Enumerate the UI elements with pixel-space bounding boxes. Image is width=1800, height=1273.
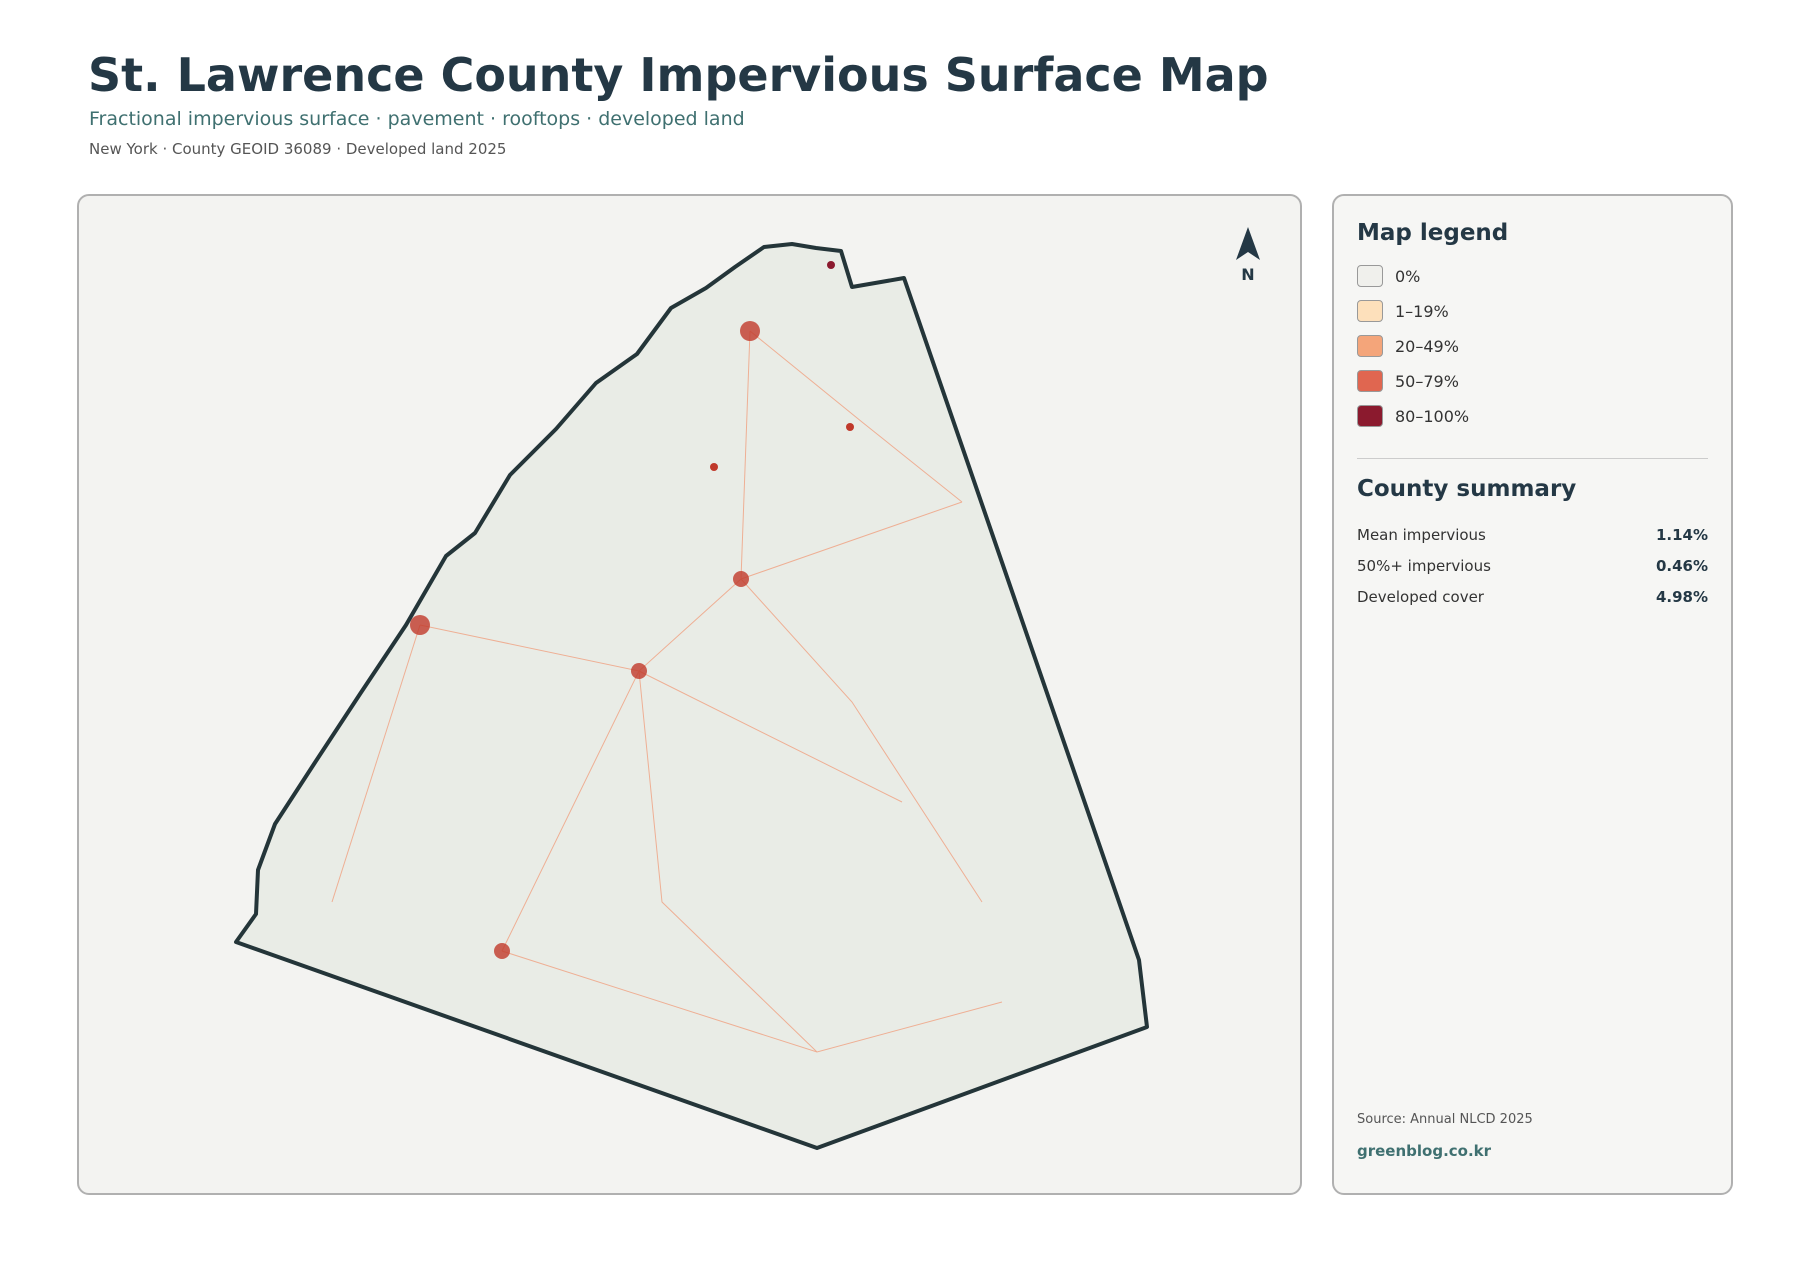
title: St. Lawrence County Impervious Surface M… bbox=[88, 48, 1269, 102]
legend-label: 80–100% bbox=[1395, 406, 1470, 426]
divider bbox=[1357, 458, 1708, 459]
legend-item: 20–49% bbox=[1357, 335, 1459, 357]
summary-title: County summary bbox=[1357, 476, 1577, 502]
map: N bbox=[234, 227, 1260, 1150]
legend-swatch bbox=[1357, 265, 1383, 287]
legend-title: Map legend bbox=[1357, 220, 1509, 246]
summary-label: 50%+ impervious bbox=[1357, 557, 1491, 575]
legend-swatch bbox=[1357, 300, 1383, 322]
meta: New York · County GEOID 36089 · Develope… bbox=[89, 140, 507, 158]
summary-value: 0.46% bbox=[1655, 557, 1708, 575]
site: greenblog.co.kr bbox=[1357, 1142, 1492, 1160]
legend-item: 1–19% bbox=[1357, 300, 1449, 322]
summary-row: 50%+ impervious 0.46% bbox=[1357, 557, 1708, 575]
legend-label: 1–19% bbox=[1395, 301, 1449, 321]
legend-item: 80–100% bbox=[1357, 405, 1469, 427]
north-arrow bbox=[1236, 227, 1260, 260]
legend-label: 0% bbox=[1395, 266, 1421, 286]
legend-swatch bbox=[1357, 335, 1383, 357]
roads bbox=[331, 330, 1003, 1053]
legend-label: 50–79% bbox=[1395, 371, 1459, 391]
summary-row: Mean impervious 1.14% bbox=[1357, 526, 1708, 544]
north-label: N bbox=[1241, 265, 1254, 284]
summary-label: Mean impervious bbox=[1357, 526, 1486, 544]
legend-item: 0% bbox=[1357, 265, 1420, 287]
summary-label: Developed cover bbox=[1357, 588, 1484, 606]
summary-value: 4.98% bbox=[1655, 588, 1708, 606]
legend-label: 20–49% bbox=[1395, 336, 1459, 356]
summary-value: 1.14% bbox=[1655, 526, 1708, 544]
legend-swatch bbox=[1357, 405, 1383, 427]
side-panel: Map legend 0% 1–19% 20–49% 50–79% 80–100% Co… bbox=[1332, 194, 1733, 1195]
legend-item: 50–79% bbox=[1357, 370, 1459, 392]
legend-swatch bbox=[1357, 370, 1383, 392]
source: Source: Annual NLCD 2025 bbox=[1357, 1112, 1533, 1127]
county-boundary bbox=[234, 242, 1149, 1150]
subtitle: Fractional impervious surface · pavement… bbox=[89, 108, 745, 130]
urban-areas bbox=[410, 261, 854, 959]
summary-row: Developed cover 4.98% bbox=[1357, 588, 1708, 606]
map-panel: N bbox=[77, 194, 1302, 1195]
